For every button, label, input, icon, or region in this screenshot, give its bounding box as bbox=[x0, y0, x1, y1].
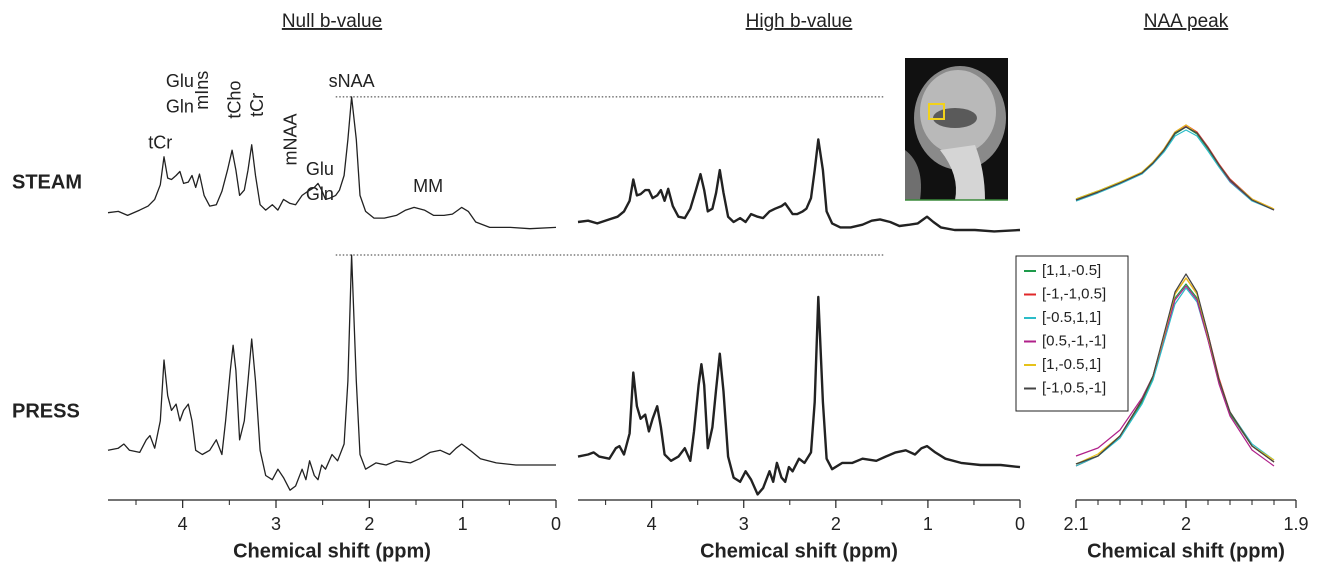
x-tick-label: 2 bbox=[364, 514, 374, 534]
peak-label: mNAA bbox=[281, 114, 301, 166]
spectrum-line bbox=[1075, 285, 1275, 467]
spectrum-line bbox=[1075, 125, 1275, 211]
peak-label: Glu bbox=[306, 159, 334, 179]
panel-title: High b-value bbox=[746, 11, 853, 32]
x-tick-label: 4 bbox=[647, 514, 657, 534]
spectrum-line bbox=[577, 138, 1021, 233]
spectrum-line bbox=[1075, 126, 1275, 211]
legend-label: [1,1,-0.5] bbox=[1042, 262, 1101, 279]
legend-box bbox=[1015, 255, 1129, 412]
x-axis-label: Chemical shift (ppm) bbox=[700, 540, 898, 562]
peak-label: tCr bbox=[247, 93, 267, 117]
x-axis-label: Chemical shift (ppm) bbox=[233, 540, 431, 562]
spectrum-line bbox=[1075, 129, 1275, 211]
x-tick-label: 1 bbox=[923, 514, 933, 534]
mri-face bbox=[905, 150, 921, 200]
mri-image bbox=[905, 58, 1008, 201]
peak-label: mIns bbox=[192, 71, 212, 110]
x-tick-label: 0 bbox=[551, 514, 561, 534]
legend-label: [-1,0.5,-1] bbox=[1042, 379, 1106, 396]
peak-label: sNAA bbox=[329, 71, 375, 91]
panel-title: NAA peak bbox=[1144, 11, 1229, 32]
peak-label: Gln bbox=[166, 96, 194, 116]
legend-label: [0.5,-1,-1] bbox=[1042, 332, 1106, 349]
row-label: STEAM bbox=[12, 171, 82, 193]
voxel bbox=[928, 103, 945, 120]
x-tick-label: 2 bbox=[831, 514, 841, 534]
x-tick-label: 0 bbox=[1015, 514, 1025, 534]
spectrum-line bbox=[1075, 124, 1275, 210]
x-tick-label: 1 bbox=[458, 514, 468, 534]
peak-label: tCho bbox=[225, 81, 245, 119]
peak-label: tCr bbox=[148, 132, 172, 152]
panel-title: Null b-value bbox=[282, 11, 382, 32]
peak-label: MM bbox=[413, 176, 443, 196]
spectrum-line bbox=[1075, 273, 1275, 465]
peak-label: Gln bbox=[306, 184, 334, 204]
legend-label: [1,-0.5,1] bbox=[1042, 356, 1101, 373]
legend-label: [-1,-1,0.5] bbox=[1042, 285, 1106, 302]
x-tick-label: 3 bbox=[271, 514, 281, 534]
legend-label: [-0.5,1,1] bbox=[1042, 309, 1101, 326]
x-tick-label: 1.9 bbox=[1283, 514, 1308, 534]
spectrum-line bbox=[107, 96, 557, 230]
x-tick-label: 4 bbox=[178, 514, 188, 534]
mri-brainstem bbox=[940, 145, 985, 200]
x-axis-label: Chemical shift (ppm) bbox=[1087, 540, 1285, 562]
spectrum-line bbox=[1075, 124, 1275, 210]
x-tick-label: 3 bbox=[739, 514, 749, 534]
spectrum-line bbox=[1075, 126, 1275, 211]
spectrum-line bbox=[107, 254, 556, 491]
spectrum-line bbox=[577, 295, 1021, 496]
peak-label: Glu bbox=[166, 71, 194, 91]
x-tick-label: 2 bbox=[1181, 514, 1191, 534]
row-label: PRESS bbox=[12, 400, 80, 422]
x-tick-label: 2.1 bbox=[1063, 514, 1088, 534]
